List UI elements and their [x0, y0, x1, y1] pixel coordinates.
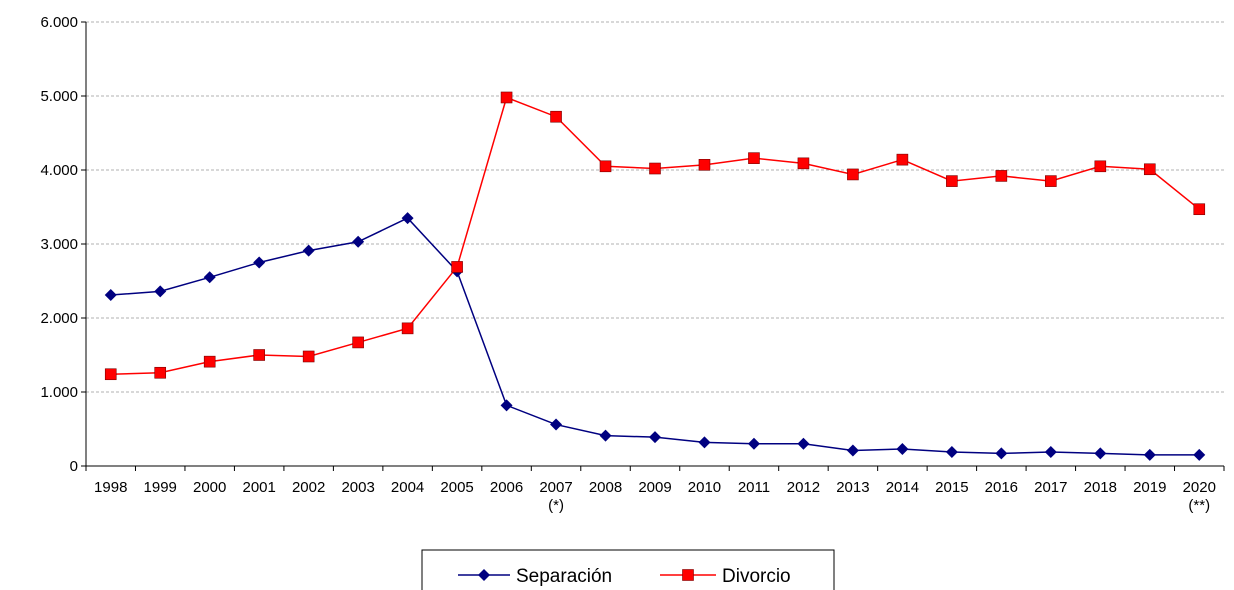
data-point-separacion	[698, 436, 711, 449]
data-point-divorcio	[1143, 163, 1156, 176]
data-point-separacion	[550, 418, 563, 431]
axes	[81, 21, 1225, 471]
x-tick-label: 2019	[1133, 479, 1166, 496]
x-tick-label: 2002	[292, 479, 325, 496]
data-point-divorcio	[649, 162, 661, 175]
data-point-divorcio	[104, 368, 117, 381]
x-tick-label: 2013	[836, 479, 869, 496]
series	[104, 91, 1206, 461]
x-tick-label: 2005	[440, 479, 473, 496]
x-tick-label: 2011	[738, 479, 770, 496]
y-tick-label: 5.000	[40, 88, 78, 105]
data-point-separacion	[1143, 448, 1156, 461]
y-tick-label: 2.000	[40, 310, 78, 327]
data-point-divorcio	[253, 349, 265, 361]
x-tick-note: (**)	[1188, 497, 1210, 514]
data-point-separacion	[1044, 445, 1057, 458]
legend-label-separacion: Separación	[516, 566, 612, 587]
data-point-separacion	[104, 289, 117, 302]
y-tick-label: 3.000	[40, 236, 78, 253]
data-point-separacion	[599, 429, 612, 442]
data-point-separacion	[747, 437, 760, 450]
y-tick-label: 0	[70, 458, 78, 475]
x-tick-label: 2020	[1183, 479, 1216, 496]
x-tick-note: (*)	[548, 497, 564, 514]
data-point-separacion	[896, 442, 909, 455]
legend-marker-separacion	[478, 569, 490, 581]
data-point-separacion	[302, 244, 315, 257]
series-line-divorcio	[110, 96, 1200, 375]
data-point-separacion	[846, 444, 859, 457]
data-point-separacion	[1193, 448, 1206, 461]
x-tick-label: 2017	[1034, 479, 1067, 496]
data-point-separacion	[995, 447, 1008, 460]
data-point-divorcio	[599, 160, 612, 173]
x-tick-label: 1999	[144, 479, 177, 496]
legend-marker-divorcio	[682, 569, 694, 581]
data-point-divorcio	[500, 91, 513, 104]
legend-item-divorcio: Divorcio	[660, 566, 791, 587]
data-point-divorcio	[550, 110, 562, 123]
legend-label-divorcio: Divorcio	[722, 566, 791, 587]
x-tick-labels: 1998 1999 2000 2001 2002 2003 2004 2005 2006 2007…	[94, 479, 1216, 514]
data-point-separacion	[203, 271, 216, 284]
data-point-separacion	[1094, 447, 1107, 460]
data-point-separacion	[154, 285, 167, 298]
gridlines	[86, 21, 1224, 393]
data-point-divorcio	[352, 336, 364, 349]
data-point-divorcio	[896, 153, 909, 166]
data-point-divorcio	[748, 152, 760, 164]
data-point-separacion	[401, 212, 414, 225]
data-point-separacion	[649, 431, 661, 444]
data-point-separacion	[500, 399, 513, 412]
legend-box	[421, 549, 835, 590]
data-point-separacion	[352, 235, 365, 248]
data-point-divorcio	[995, 170, 1008, 182]
data-point-divorcio	[847, 168, 859, 181]
data-point-divorcio	[154, 366, 167, 379]
data-point-separacion	[945, 445, 958, 458]
x-tick-label: 2009	[638, 479, 671, 496]
series-line-separacion	[110, 217, 1200, 456]
y-tick-label: 6.000	[40, 14, 78, 31]
x-tick-label: 2012	[787, 479, 820, 496]
data-point-divorcio	[946, 175, 958, 187]
data-point-divorcio	[1045, 175, 1057, 187]
data-point-divorcio	[302, 350, 315, 363]
x-tick-label: 2003	[341, 479, 374, 496]
legend: Separación Divorcio	[421, 549, 835, 590]
data-point-divorcio	[1094, 160, 1107, 173]
x-tick-label: 2007	[539, 479, 572, 496]
data-point-divorcio	[698, 159, 711, 171]
data-point-divorcio	[1193, 203, 1206, 216]
series-separacion	[104, 212, 1206, 461]
data-point-divorcio	[451, 261, 463, 273]
data-point-separacion	[797, 437, 810, 450]
x-tick-label: 2008	[589, 479, 622, 496]
x-tick-label: 2016	[985, 479, 1018, 496]
legend-item-separacion: Separación	[458, 566, 612, 587]
x-tick-label: 2001	[242, 479, 275, 496]
y-tick-label: 1.000	[40, 384, 78, 401]
x-tick-label: 2010	[688, 479, 721, 496]
x-tick-label: 2014	[886, 479, 919, 496]
y-tick-label: 4.000	[40, 162, 78, 179]
data-point-divorcio	[401, 322, 414, 335]
data-point-divorcio	[203, 355, 216, 368]
y-tick-labels: 0 1.000 2.000 3.000 4.000 5.000 6.000	[40, 14, 78, 475]
x-tick-label: 2000	[193, 479, 226, 496]
series-divorcio	[104, 91, 1206, 381]
data-point-divorcio	[797, 157, 810, 170]
x-tick-label: 1998	[94, 479, 127, 496]
x-tick-label: 2006	[490, 479, 523, 496]
x-tick-label: 2004	[391, 479, 424, 496]
x-tick-label: 2015	[935, 479, 968, 496]
data-point-separacion	[253, 256, 266, 269]
x-tick-label: 2018	[1084, 479, 1117, 496]
